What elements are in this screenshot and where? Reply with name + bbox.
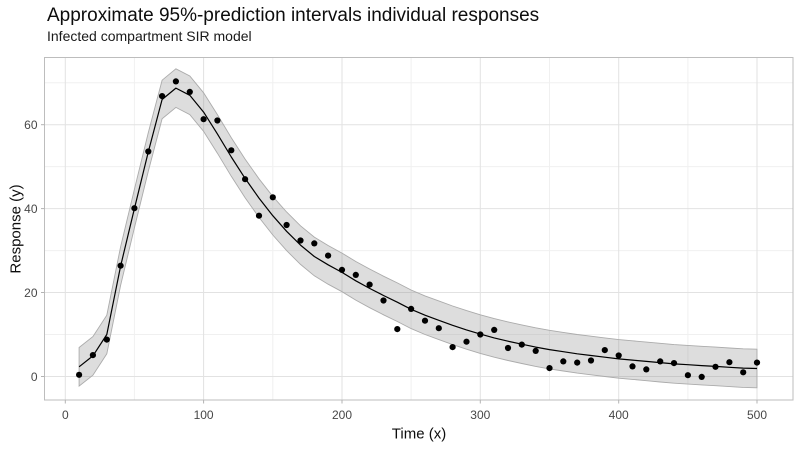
mean-line <box>78 87 758 370</box>
x-tick-label: 100 <box>194 408 214 422</box>
data-point <box>449 344 456 351</box>
data-point <box>753 359 761 366</box>
x-tick-label: 500 <box>747 408 767 422</box>
data-point <box>214 117 221 124</box>
data-point <box>532 347 539 354</box>
data-point <box>131 205 138 212</box>
data-point <box>394 326 401 333</box>
data-point <box>283 221 290 229</box>
data-point <box>117 262 124 269</box>
data-point <box>311 240 318 247</box>
data-point <box>338 266 346 273</box>
data-point <box>352 271 359 278</box>
data-point <box>255 212 263 219</box>
data-point <box>477 331 484 338</box>
y-tick-label: 20 <box>24 286 38 300</box>
data-point <box>740 369 747 376</box>
data-point <box>657 358 664 365</box>
data-point <box>421 317 429 324</box>
data-point <box>643 366 650 373</box>
panel-background <box>44 57 793 400</box>
data-point <box>159 93 166 100</box>
data-point <box>560 358 567 365</box>
y-tick-label: 60 <box>24 118 38 132</box>
data-point <box>518 341 525 348</box>
data-point <box>726 359 733 366</box>
data-point <box>601 347 608 354</box>
data-point <box>712 363 719 370</box>
data-point <box>186 88 193 95</box>
y-tick-label: 0 <box>31 370 38 384</box>
data-point <box>435 325 442 332</box>
y-tick-label: 40 <box>24 202 38 216</box>
data-point <box>463 338 470 345</box>
x-tick-label: 0 <box>62 408 69 422</box>
x-tick-label: 400 <box>609 408 629 422</box>
data-point <box>297 237 304 244</box>
data-point <box>200 116 207 123</box>
data-point <box>504 344 512 352</box>
data-point <box>242 176 249 183</box>
x-tick-label: 200 <box>332 408 352 422</box>
data-point <box>89 352 96 359</box>
data-point <box>698 373 705 380</box>
data-point <box>172 78 179 85</box>
data-point <box>228 147 235 154</box>
data-point <box>145 148 152 155</box>
data-point <box>574 359 581 366</box>
x-tick-label: 300 <box>470 408 490 422</box>
y-axis-title: Response (y) <box>7 184 25 274</box>
data-point <box>325 252 332 259</box>
data-point <box>587 357 595 364</box>
prediction-ribbon <box>78 68 758 389</box>
data-point <box>269 194 276 201</box>
data-point <box>670 360 678 367</box>
data-point <box>408 305 415 312</box>
data-point <box>366 281 373 288</box>
data-point <box>546 365 553 372</box>
data-point <box>615 352 622 359</box>
data-point <box>103 336 110 343</box>
plot-subtitle: Infected compartment SIR model <box>47 28 252 44</box>
plot-title: Approximate 95%-prediction intervals ind… <box>47 5 540 26</box>
data-point <box>380 297 387 304</box>
data-point <box>76 371 83 378</box>
x-axis-title: Time (x) <box>391 425 447 443</box>
data-point <box>629 363 636 370</box>
panel-border <box>44 57 794 401</box>
data-point <box>491 326 498 333</box>
data-point <box>684 372 692 379</box>
